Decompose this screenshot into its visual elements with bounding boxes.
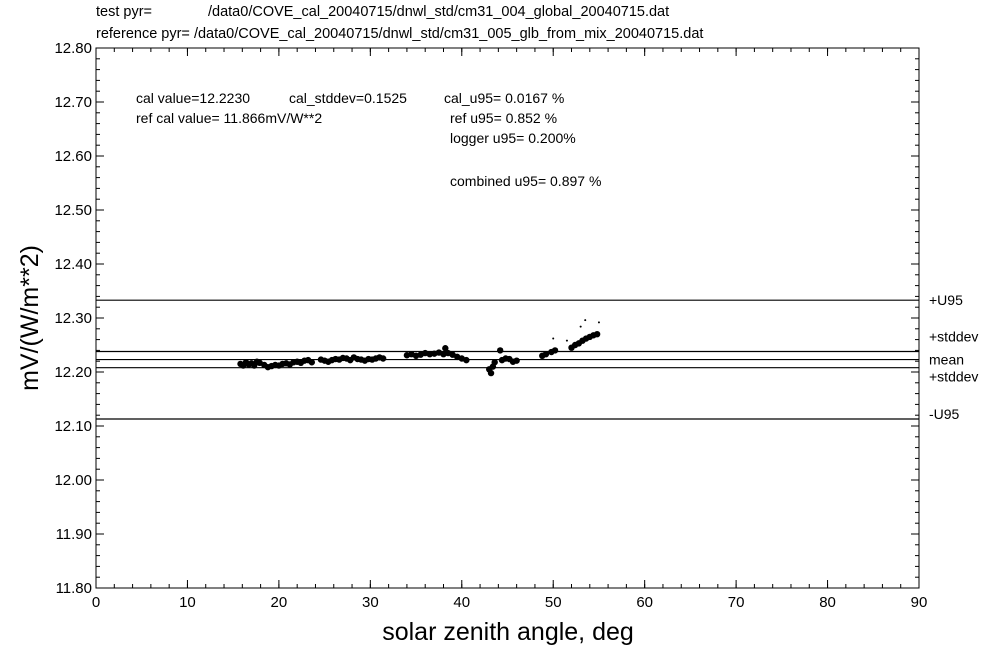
data-point (542, 350, 550, 358)
reference-pyr-path: /data0/COVE_cal_20040715/dnwl_std/cm31_0… (193, 26, 704, 42)
y-tick-label-9: 12.70 (54, 94, 92, 111)
data-point (593, 331, 601, 338)
x-tick-label-8: 80 (819, 594, 836, 611)
x-tick-label-0: 0 (92, 594, 100, 611)
combined-u95-annotation: combined u95= 0.897 % (450, 173, 601, 189)
logger-u95-annotation: logger u95= 0.200% (450, 130, 576, 146)
reference-pyr-label: reference pyr= (96, 26, 190, 42)
y-tick-label-5: 12.30 (54, 310, 92, 327)
cal-stddev-annotation: cal_stddev=0.1525 (289, 90, 407, 106)
test-pyr-label: test pyr= (96, 4, 153, 20)
y-tick-label-0: 11.80 (56, 580, 92, 597)
reference-line-label-1: +stddev (929, 328, 978, 344)
plot-frame (95, 47, 920, 589)
data-point (565, 339, 568, 342)
y-tick-label-7: 12.50 (54, 202, 92, 219)
data-point (496, 347, 504, 354)
data-point (463, 356, 470, 364)
header-test: test pyr= /data0/COVE_cal_20040715/dnwl_s… (96, 4, 669, 20)
x-tick-label-9: 90 (911, 594, 928, 611)
x-axis-label: solar zenith angle, deg (382, 618, 634, 646)
data-point (584, 319, 587, 322)
data-point (579, 325, 582, 328)
reference-line-label-2: mean (929, 352, 964, 368)
x-tick-label-6: 60 (636, 594, 653, 611)
x-tick-label-4: 40 (453, 594, 470, 611)
data-point (552, 337, 555, 340)
x-tick-label-3: 30 (362, 594, 379, 611)
data-point (597, 321, 600, 324)
data-point (442, 345, 449, 352)
x-tick-label-7: 70 (728, 594, 745, 611)
y-tick-label-4: 12.20 (54, 364, 92, 381)
reference-line-label-4: -U95 (929, 406, 960, 422)
y-tick-label-10: 12.80 (54, 40, 92, 57)
plot-area: 0 10 20 30 40 50 60 70 80 90 11.80 11.90 12.00 12.10 1… (54, 40, 978, 611)
ref-cal-value-annotation: ref cal value= 11.866mV/W**2 (136, 110, 322, 126)
data-point (379, 355, 387, 362)
cal-u95-annotation: cal_u95= 0.0167 % (444, 90, 564, 106)
y-tick-label-2: 12.00 (54, 472, 92, 489)
test-pyr-path: /data0/COVE_cal_20040715/dnwl_std/cm31_0… (208, 4, 670, 20)
y-tick-label-8: 12.60 (54, 148, 92, 165)
data-point (551, 347, 559, 354)
y-tick-label-1: 11.90 (56, 526, 92, 543)
reference-line-label-3: +stddev (929, 369, 978, 385)
x-tick-label-5: 50 (545, 594, 562, 611)
ref-u95-annotation: ref u95= 0.852 % (450, 110, 557, 126)
cal-value-annotation: cal value=12.2230 (136, 90, 250, 106)
data-point (487, 369, 495, 377)
y-tick-label-6: 12.40 (54, 256, 92, 273)
y-tick-label-3: 12.10 (54, 418, 92, 435)
header-reference: reference pyr= /data0/COVE_cal_20040715/… (96, 26, 703, 42)
data-point (308, 359, 316, 366)
x-tick-label-1: 10 (179, 594, 196, 611)
data-point (513, 357, 520, 364)
y-axis-label: mV/(W/m**2) (16, 245, 44, 391)
x-tick-label-2: 20 (271, 594, 288, 611)
reference-line-label-0: +U95 (929, 292, 963, 308)
data-point (491, 359, 498, 366)
